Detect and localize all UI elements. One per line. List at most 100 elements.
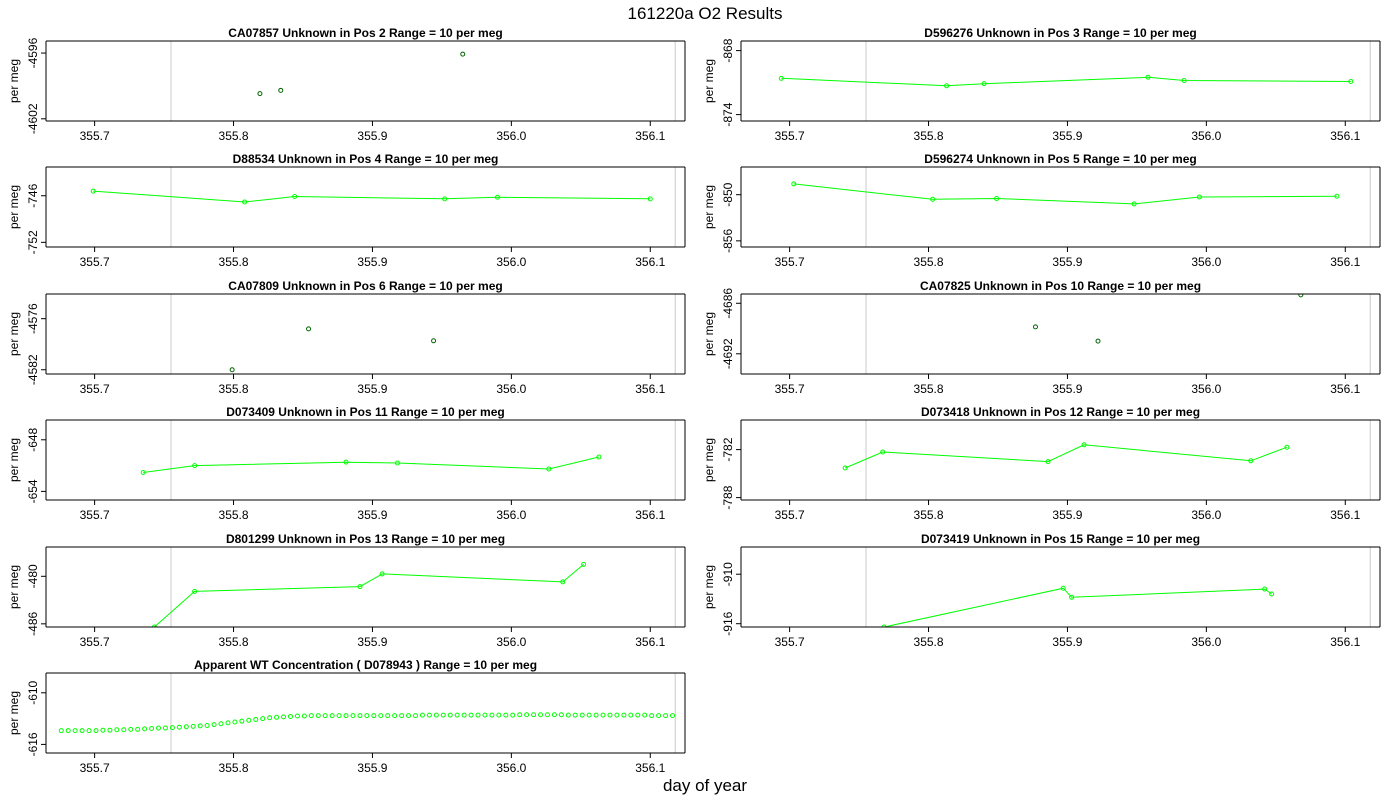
x-tick-label: 355.9 bbox=[1052, 129, 1082, 143]
series-line bbox=[781, 76, 1351, 87]
x-tick-label: 356.0 bbox=[496, 382, 526, 396]
data-point bbox=[1196, 194, 1202, 200]
data-point bbox=[343, 459, 349, 465]
x-tick-label: 356.0 bbox=[1191, 635, 1221, 649]
data-point bbox=[93, 728, 99, 734]
x-tick-label: 356.1 bbox=[1330, 508, 1360, 522]
data-point bbox=[156, 725, 162, 731]
x-tick-label: 356.1 bbox=[635, 129, 665, 143]
x-tick-label: 355.8 bbox=[914, 635, 944, 649]
data-point bbox=[287, 713, 293, 719]
data-point bbox=[546, 466, 552, 472]
data-point bbox=[162, 725, 168, 731]
x-axis-title: day of year bbox=[663, 776, 747, 795]
data-point bbox=[267, 715, 273, 721]
x-tick-label: 355.7 bbox=[775, 508, 805, 522]
x-tick-label: 356.0 bbox=[1191, 508, 1221, 522]
panels-group: CA07857 Unknown in Pos 2 Range = 10 per … bbox=[7, 26, 1381, 775]
x-tick-label: 355.7 bbox=[80, 255, 110, 269]
data-point bbox=[647, 196, 653, 202]
data-point bbox=[442, 196, 448, 202]
data-point bbox=[642, 712, 648, 718]
data-point bbox=[880, 449, 886, 455]
data-point bbox=[628, 712, 634, 718]
data-point bbox=[357, 584, 363, 590]
data-point bbox=[308, 713, 314, 719]
panel-title: CA07809 Unknown in Pos 6 Range = 10 per … bbox=[228, 279, 502, 293]
panel-5: CA07809 Unknown in Pos 6 Range = 10 per … bbox=[7, 279, 686, 396]
data-point bbox=[1262, 586, 1268, 592]
data-point bbox=[447, 712, 453, 718]
data-point bbox=[274, 714, 280, 720]
data-point bbox=[72, 728, 78, 734]
y-tick-label: -850 bbox=[721, 182, 735, 206]
data-point bbox=[431, 338, 437, 344]
data-point bbox=[278, 87, 284, 93]
x-tick-label: 356.1 bbox=[1330, 129, 1360, 143]
data-point bbox=[142, 726, 148, 732]
data-point bbox=[192, 588, 198, 594]
data-point bbox=[100, 727, 106, 733]
data-point bbox=[281, 714, 287, 720]
data-point bbox=[135, 726, 141, 732]
plot-area bbox=[778, 74, 1354, 89]
data-point bbox=[600, 712, 606, 718]
data-point bbox=[260, 716, 266, 722]
x-tick-label: 355.9 bbox=[357, 382, 387, 396]
data-point bbox=[944, 83, 950, 89]
data-point bbox=[90, 188, 96, 194]
y-tick-label: -616 bbox=[26, 732, 40, 756]
panel-title: D801299 Unknown in Pos 13 Range = 10 per… bbox=[226, 532, 505, 546]
panel-3: D88534 Unknown in Pos 4 Range = 10 per m… bbox=[7, 152, 686, 269]
series-line bbox=[154, 564, 584, 627]
x-tick-label: 355.7 bbox=[80, 635, 110, 649]
x-tick-label: 356.1 bbox=[635, 255, 665, 269]
data-point bbox=[151, 624, 157, 627]
data-point bbox=[981, 81, 987, 87]
data-point bbox=[1284, 444, 1290, 450]
panel-title: CA07825 Unknown in Pos 10 Range = 10 per… bbox=[920, 279, 1201, 293]
panel-title: D073409 Unknown in Pos 11 Range = 10 per… bbox=[226, 405, 504, 419]
plot-area bbox=[151, 561, 587, 627]
data-point bbox=[426, 712, 432, 718]
data-point bbox=[881, 624, 887, 627]
panel-8: D073418 Unknown in Pos 12 Range = 10 per… bbox=[702, 405, 1381, 522]
data-point bbox=[176, 724, 182, 730]
x-tick-label: 355.7 bbox=[775, 129, 805, 143]
plot-area bbox=[1032, 294, 1304, 344]
y-tick-label: -4692 bbox=[721, 338, 735, 369]
x-tick-label: 355.7 bbox=[80, 382, 110, 396]
x-tick-label: 355.9 bbox=[357, 635, 387, 649]
series-line bbox=[143, 456, 600, 473]
plot-area bbox=[58, 712, 675, 734]
figure-title: 161220a O2 Results bbox=[628, 4, 783, 23]
x-tick-label: 355.8 bbox=[914, 129, 944, 143]
data-point bbox=[517, 712, 523, 718]
data-point bbox=[329, 713, 335, 719]
y-axis-title: per meg bbox=[7, 565, 21, 609]
data-point bbox=[1269, 591, 1275, 597]
data-point bbox=[204, 722, 210, 728]
x-tick-label: 356.1 bbox=[635, 382, 665, 396]
x-tick-label: 355.9 bbox=[357, 508, 387, 522]
x-tick-label: 355.8 bbox=[219, 382, 249, 396]
data-point bbox=[65, 728, 71, 734]
x-tick-label: 356.0 bbox=[496, 255, 526, 269]
data-point bbox=[544, 712, 550, 718]
y-tick-label: -654 bbox=[26, 479, 40, 503]
x-tick-label: 355.9 bbox=[1052, 635, 1082, 649]
x-tick-label: 356.1 bbox=[1330, 382, 1360, 396]
panel-title: D073418 Unknown in Pos 12 Range = 10 per… bbox=[921, 405, 1200, 419]
data-point bbox=[211, 722, 217, 728]
x-tick-label: 356.1 bbox=[635, 508, 665, 522]
data-point bbox=[58, 728, 64, 734]
data-point bbox=[1131, 201, 1137, 207]
y-axis-title: per meg bbox=[702, 185, 716, 229]
y-tick-label: -782 bbox=[721, 437, 735, 461]
data-point bbox=[399, 713, 405, 719]
plot-area bbox=[229, 326, 437, 373]
data-point bbox=[364, 713, 370, 719]
data-point bbox=[257, 91, 263, 97]
y-tick-label: -910 bbox=[721, 562, 735, 586]
y-axis-title: per meg bbox=[7, 312, 21, 356]
